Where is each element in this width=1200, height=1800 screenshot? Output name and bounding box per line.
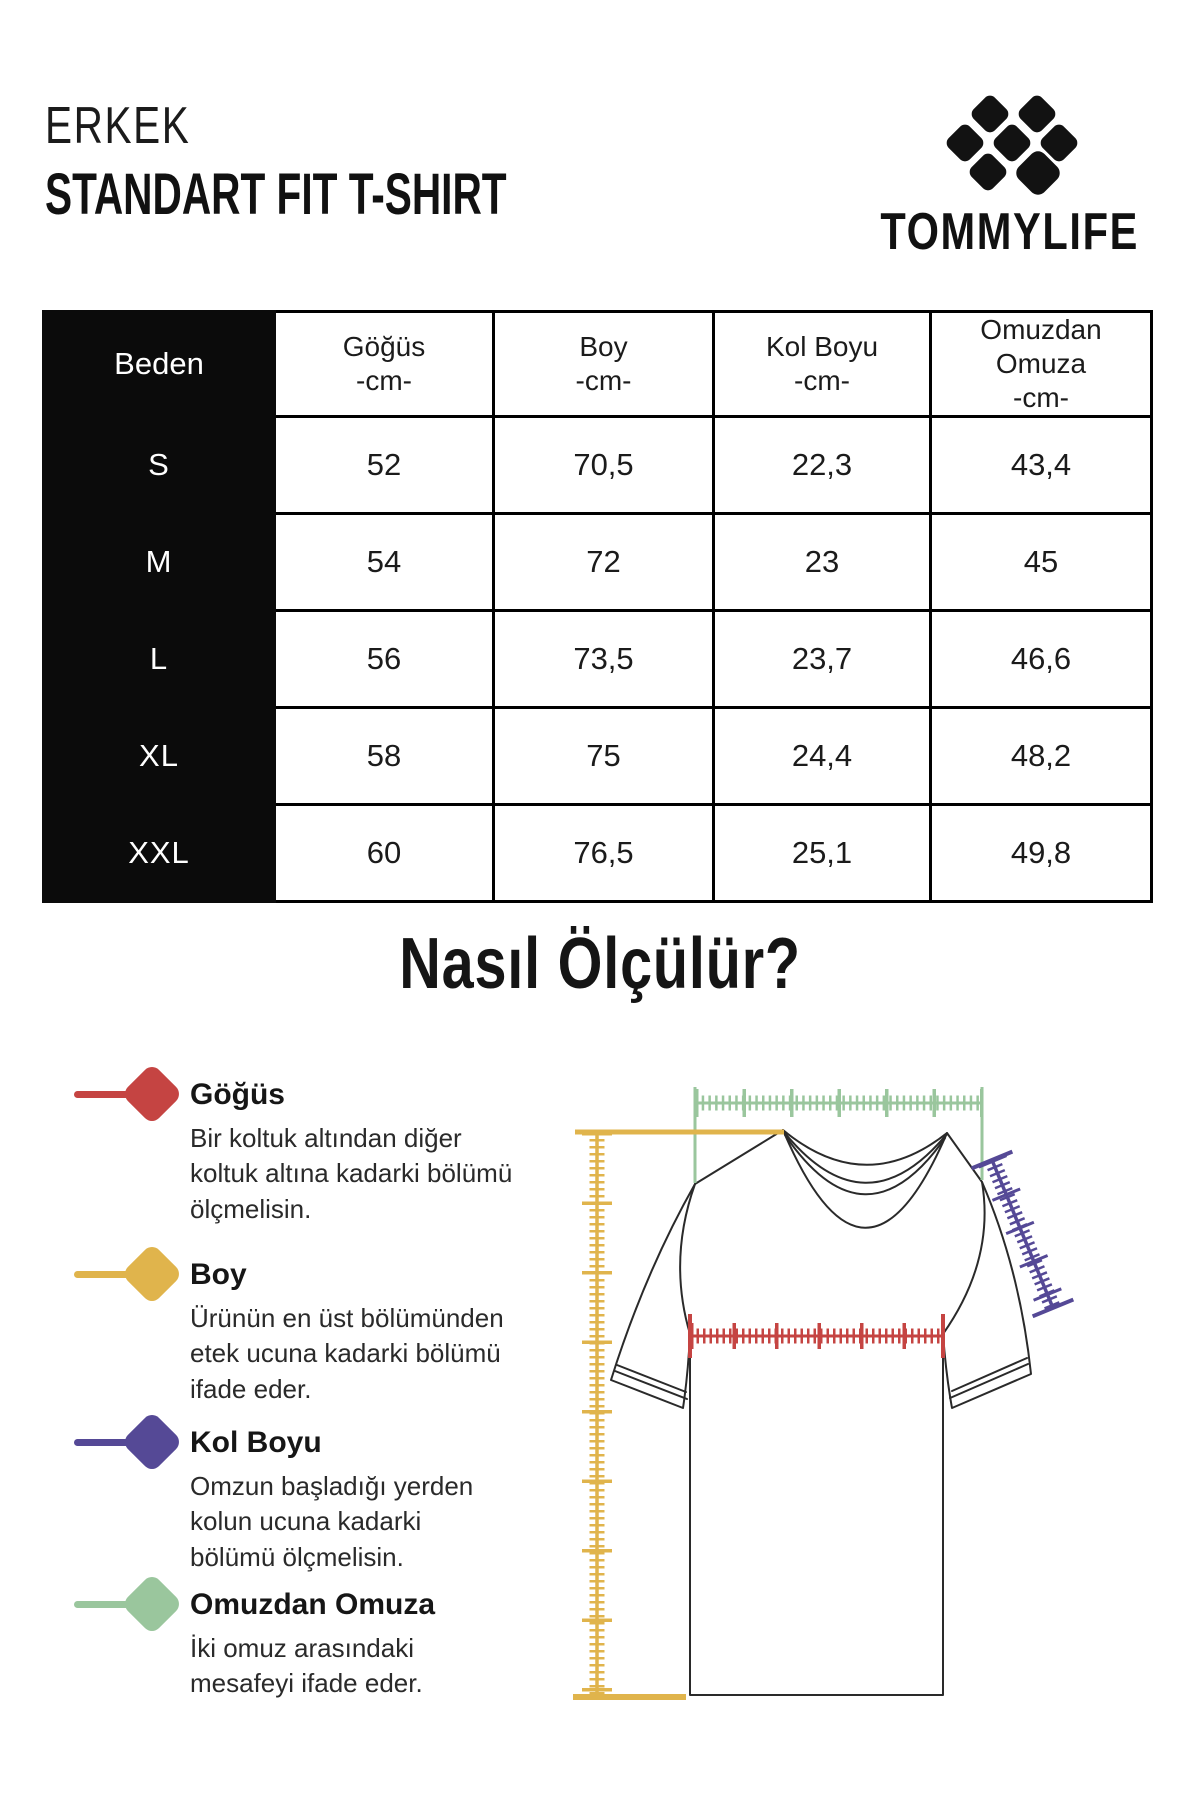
legend-line xyxy=(74,1439,152,1446)
brand-name: TOMMYLIFE xyxy=(880,203,1140,261)
size-label: S xyxy=(42,415,276,516)
legend-text: Kol Boyu Omzun başladığı yerden kolun uc… xyxy=(190,1426,473,1576)
measurement-value: 52 xyxy=(273,415,495,516)
measurement-value: 25,1 xyxy=(712,803,932,904)
cuff-hem-right xyxy=(949,1363,1029,1399)
measurement-value: 76,5 xyxy=(492,803,715,904)
category-title: ERKEK xyxy=(45,97,191,155)
chest-ruler xyxy=(688,1314,945,1358)
table-row: L 56 73,5 23,7 46,6 xyxy=(42,609,1153,710)
legend-line xyxy=(74,1271,152,1278)
legend-text: Boy Ürünün en üst bölümünden etek ucuna … xyxy=(190,1258,504,1408)
measurement-value: 23 xyxy=(712,512,932,613)
measurement-value: 22,3 xyxy=(712,415,932,516)
size-label: L xyxy=(42,609,276,710)
measurement-value: 54 xyxy=(273,512,495,613)
legend-diamond xyxy=(120,1410,184,1474)
table-header-row: Beden Göğüs -cm- Boy -cm- Kol Boyu -cm- … xyxy=(42,309,1153,419)
tommylife-diamond-logo-icon xyxy=(935,88,1085,200)
armhole-seam-left xyxy=(679,1183,696,1335)
legend-diamond xyxy=(120,1242,184,1306)
measurement-value: 60 xyxy=(273,803,495,904)
measurement-value: 58 xyxy=(273,706,495,807)
column-unit: -cm- xyxy=(1013,382,1069,414)
shoulder-ruler xyxy=(693,1087,984,1183)
measurement-value: 45 xyxy=(929,512,1153,613)
legend-item-kol-boyu: Kol Boyu Omzun başladığı yerden kolun uc… xyxy=(60,1410,473,1576)
table-row: XL 58 75 24,4 48,2 xyxy=(42,706,1153,807)
length-ruler xyxy=(573,1129,784,1700)
measurement-value: 46,6 xyxy=(929,609,1153,710)
tshirt-outline xyxy=(610,1129,1032,1696)
product-title: STANDART FIT T-SHIRT xyxy=(45,162,507,227)
column-label: Göğüs xyxy=(342,331,426,363)
column-label: Boy xyxy=(579,331,628,363)
legend-description: Bir koltuk altından diğer koltuk altına … xyxy=(190,1122,513,1225)
legend-line xyxy=(74,1091,152,1098)
column-label: Omuzdan Omuza xyxy=(980,314,1102,380)
measurement-value: 48,2 xyxy=(929,706,1153,807)
sleeve-ruler xyxy=(970,1149,1075,1319)
measurement-value: 73,5 xyxy=(492,609,715,710)
measurement-value: 70,5 xyxy=(492,415,715,516)
legend-text: Göğüs Bir koltuk altından diğer koltuk a… xyxy=(190,1078,512,1228)
size-column-header: Beden xyxy=(42,309,276,419)
size-label: XL xyxy=(42,706,276,807)
collar-seam-line xyxy=(783,1131,947,1184)
column-label: Kol Boyu xyxy=(765,331,879,363)
legend-title: Omuzdan Omuza xyxy=(190,1588,436,1621)
table-header-cell: Göğüs -cm- xyxy=(273,309,495,419)
cuff-hem-left xyxy=(616,1364,687,1393)
table-row: S 52 70,5 22,3 43,4 xyxy=(42,415,1153,516)
brand-block: TOMMYLIFE xyxy=(860,88,1160,258)
shoulder-diamond-icon xyxy=(60,1572,190,1658)
measurement-value: 72 xyxy=(492,512,715,613)
size-label: M xyxy=(42,512,276,613)
legend-title: Kol Boyu xyxy=(190,1426,322,1459)
logo-diamond xyxy=(966,150,1010,194)
measurement-value: 56 xyxy=(273,609,495,710)
legend-title: Boy xyxy=(190,1258,247,1291)
measurement-legend: Göğüs Bir koltuk altından diğer koltuk a… xyxy=(60,1062,520,1758)
column-unit: -cm- xyxy=(794,365,850,397)
table-header-cell: Omuzdan Omuza -cm- xyxy=(929,309,1153,419)
table-header-cell: Kol Boyu -cm- xyxy=(712,309,932,419)
collar-seam-line xyxy=(784,1134,946,1196)
legend-line xyxy=(74,1601,152,1608)
measurement-value: 23,7 xyxy=(712,609,932,710)
measurement-value: 49,8 xyxy=(929,803,1153,904)
product-titles: ERKEK STANDART FIT T-SHIRT xyxy=(45,100,704,224)
legend-description: Omzun başladığı yerden kolun ucuna kadar… xyxy=(190,1470,474,1573)
table-row: XXL 60 76,5 25,1 49,8 xyxy=(42,803,1153,904)
legend-diamond xyxy=(120,1572,184,1636)
cuff-hem-left xyxy=(614,1370,688,1400)
legend-text: Omuzdan Omuza İki omuz arasındaki mesafe… xyxy=(190,1588,435,1702)
armhole-seam-right xyxy=(942,1181,986,1335)
cuff-hem-right xyxy=(951,1357,1028,1392)
legend-item-gogus: Göğüs Bir koltuk altından diğer koltuk a… xyxy=(60,1062,512,1228)
legend-description: İki omuz arasındaki mesafeyi ifade eder. xyxy=(190,1632,423,1699)
size-table: Beden Göğüs -cm- Boy -cm- Kol Boyu -cm- … xyxy=(42,309,1153,904)
table-row: M 54 72 23 45 xyxy=(42,512,1153,613)
table-header-cell: Boy -cm- xyxy=(492,309,715,419)
legend-item-boy: Boy Ürünün en üst bölümünden etek ucuna … xyxy=(60,1242,504,1408)
sleeve-diamond-icon xyxy=(60,1410,190,1496)
legend-item-omuzdan-omuza: Omuzdan Omuza İki omuz arasındaki mesafe… xyxy=(60,1572,435,1702)
column-unit: -cm- xyxy=(356,365,412,397)
tshirt-measurement-diagram xyxy=(573,1087,1075,1700)
how-to-measure-title: Nasıl Ölçülür? xyxy=(399,924,801,1004)
column-unit: -cm- xyxy=(575,365,632,397)
measurement-value: 24,4 xyxy=(712,706,932,807)
measurement-value: 75 xyxy=(492,706,715,807)
legend-title: Göğüs xyxy=(190,1078,285,1111)
collar-back-line xyxy=(782,1129,948,1166)
measurement-value: 43,4 xyxy=(929,415,1153,516)
chest-diamond-icon xyxy=(60,1062,190,1148)
length-diamond-icon xyxy=(60,1242,190,1328)
legend-diamond xyxy=(120,1062,184,1126)
how-to-measure-section: Nasıl Ölçülür? xyxy=(0,928,1200,1000)
legend-description: Ürünün en üst bölümünden etek ucuna kada… xyxy=(190,1302,504,1405)
size-label: XXL xyxy=(42,803,276,904)
